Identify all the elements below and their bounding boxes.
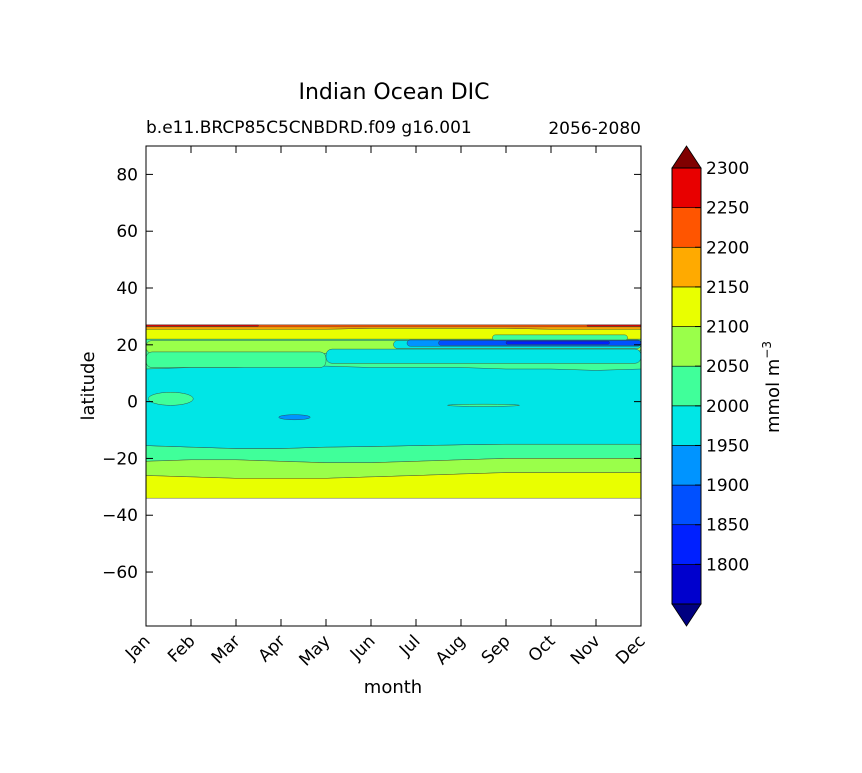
x-tick-label: Jan [121, 631, 154, 664]
colorbar-swatch [671, 484, 702, 526]
chart-title: Indian Ocean DIC [298, 80, 489, 105]
x-axis-label: month [364, 677, 422, 698]
colorbar-tick-label: 1950 [706, 436, 749, 456]
contour-feature-2 [325, 348, 641, 364]
y-tick-label: −40 [102, 506, 138, 526]
colorbar-tick-label: 2250 [706, 199, 749, 219]
colorbar-frame [671, 167, 702, 605]
contour-fill-layer [146, 324, 641, 499]
colorbar-tick-label: 2000 [706, 397, 749, 417]
contour-feature-7 [505, 340, 610, 345]
contour-feature-8 [146, 324, 641, 328]
x-tick-label: Jul [395, 631, 424, 660]
contour-blob-11 [148, 392, 194, 406]
y-tick-label: −20 [102, 449, 138, 469]
contour-feature-9 [146, 324, 259, 327]
plot-frame [145, 145, 642, 627]
colorbar-label: mmol m−3 [760, 341, 784, 433]
colorbar-tick-label: 1900 [706, 476, 749, 496]
colorbar-swatch [671, 564, 702, 605]
colorbar-swatch [671, 207, 702, 248]
y-tick-label: 0 [127, 393, 138, 413]
x-tick-label: Oct [525, 631, 560, 666]
colorbar-label-unit: mmol m [763, 359, 784, 433]
contour-feature-10 [586, 324, 641, 327]
colorbar-tick-label: 1850 [706, 516, 749, 536]
colorbar-swatch [671, 167, 702, 208]
y-tick-label: 80 [116, 165, 138, 185]
y-tick-label: 60 [116, 222, 138, 242]
x-tick-label: Aug [432, 631, 470, 669]
colorbar-swatch [671, 524, 702, 565]
chart-subtitle-case: b.e11.BRCP85C5CNBDRD.f09 g16.001 [146, 118, 472, 138]
colorbar-tick-label: 2100 [706, 318, 749, 338]
y-tick-label: 40 [116, 279, 138, 299]
colorbar-tick-label: 2050 [706, 357, 749, 377]
chart-subtitle-years: 2056-2080 [548, 119, 641, 139]
colorbar-tick-label: 2150 [706, 278, 749, 298]
contour-feature-3 [492, 334, 628, 341]
x-tick-label: Nov [567, 631, 605, 669]
contour-band-2 [146, 472, 641, 499]
y-tick-label: 20 [116, 336, 138, 356]
colorbar-swatch [671, 286, 702, 327]
colorbar-swatch [671, 246, 702, 288]
x-tick-label: Dec [612, 631, 649, 668]
x-tick-label: Feb [164, 631, 199, 666]
x-tick-label: Apr [255, 631, 290, 666]
x-tick-label: May [296, 631, 335, 670]
colorbar-swatch [671, 365, 702, 407]
y-axis-ticks: 80 60 40 20 0 −20 −40 −60 [102, 165, 641, 583]
colorbar-ticks: 1800 1850 1900 1950 2000 2050 2100 2150 2200 2250… [695, 159, 749, 575]
colorbar-extend-min [671, 603, 702, 627]
contour-feature-1 [146, 351, 327, 368]
colorbar-tick-label: 2300 [706, 159, 749, 179]
x-tick-label: Jun [346, 631, 380, 665]
colorbar-tick-label: 1800 [706, 555, 749, 575]
colorbar-tick-label: 2200 [706, 238, 749, 258]
contour-blob-12 [278, 414, 311, 420]
colorbar-swatch [671, 326, 702, 367]
colorbar-extend-max [671, 145, 702, 169]
x-tick-label: Sep [478, 631, 515, 668]
colorbar-label-exponent: −3 [760, 341, 774, 359]
y-tick-label: −60 [102, 563, 138, 583]
colorbar-swatch [671, 405, 702, 446]
x-tick-label: Mar [208, 631, 245, 668]
colorbar [671, 145, 702, 627]
contour-blob-13 [447, 403, 520, 407]
y-axis-label: latitude [78, 351, 99, 420]
colorbar-swatch [671, 445, 702, 486]
